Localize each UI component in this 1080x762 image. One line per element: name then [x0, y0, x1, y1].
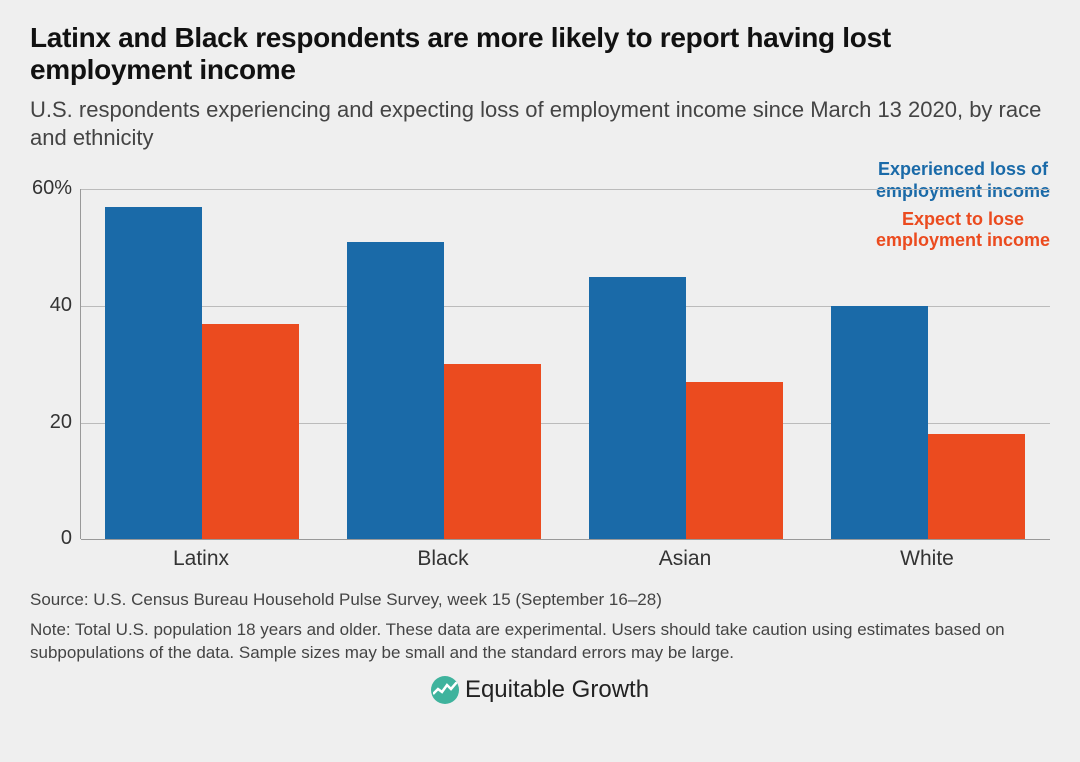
bar-group [565, 189, 807, 539]
x-tick-label: Asian [659, 547, 712, 571]
bar [589, 277, 686, 540]
note-text: Note: Total U.S. population 18 years and… [30, 619, 1050, 663]
brand-icon [431, 676, 459, 704]
chart-title: Latinx and Black respondents are more li… [30, 22, 1050, 86]
y-tick-label: 0 [12, 527, 72, 550]
bar-group [807, 189, 1049, 539]
chart-subtitle: U.S. respondents experiencing and expect… [30, 96, 1050, 151]
bars-container [81, 189, 1050, 539]
bar [686, 382, 783, 540]
bar [928, 434, 1025, 539]
plot-area [80, 189, 1050, 539]
bar [105, 207, 202, 540]
bar [202, 324, 299, 540]
legend-text: Experienced loss of [876, 159, 1050, 181]
x-tick-label: Black [417, 547, 468, 571]
baseline [81, 539, 1050, 540]
brand-logo: Equitable Growth [431, 676, 649, 704]
bar [347, 242, 444, 540]
bar-group [323, 189, 565, 539]
bar [444, 364, 541, 539]
y-tick-label: 20 [12, 411, 72, 434]
y-tick-label: 60% [12, 177, 72, 200]
x-tick-label: White [900, 547, 954, 571]
brand-name: Equitable Growth [465, 676, 649, 704]
brand-row: Equitable Growth [30, 676, 1050, 709]
footnotes: Source: U.S. Census Bureau Household Pul… [30, 589, 1050, 663]
y-tick-label: 40 [12, 294, 72, 317]
source-text: Source: U.S. Census Bureau Household Pul… [30, 589, 1050, 611]
bar [831, 306, 928, 539]
bar-group [81, 189, 323, 539]
chart-area: Experienced loss of employment income Ex… [30, 159, 1050, 579]
x-tick-label: Latinx [173, 547, 229, 571]
